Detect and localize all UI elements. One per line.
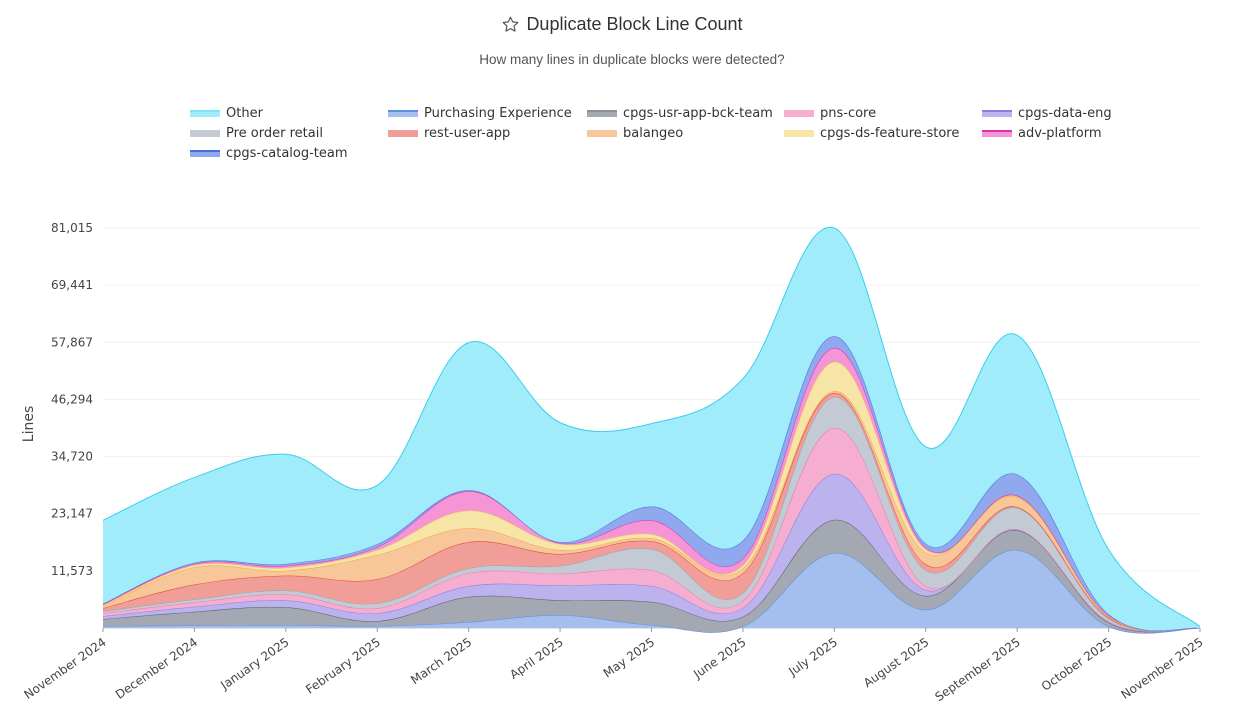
line-other xyxy=(102,226,1201,627)
legend-label: cpgs-catalog-team xyxy=(226,146,348,161)
y-tick-label: 69,441 xyxy=(51,278,93,292)
legend-label: Pre order retail xyxy=(226,126,323,141)
legend-label: balangeo xyxy=(623,126,684,141)
x-tick-label: April 2025 xyxy=(507,635,566,682)
area-cpgs-usr-app-bck-team[interactable] xyxy=(103,519,1200,634)
legend-item-cpgs-ds-feature-store[interactable]: cpgs-ds-feature-store xyxy=(784,126,959,141)
legend-item-adv-platform[interactable]: adv-platform xyxy=(982,126,1102,141)
legend-swatch xyxy=(587,110,617,117)
x-tick-label: December 2024 xyxy=(113,635,200,702)
legend-swatch xyxy=(190,110,220,117)
y-tick-label: 46,294 xyxy=(51,392,93,406)
legend-item-other[interactable]: Other xyxy=(190,106,263,121)
legend-item-cpgs-catalog-team[interactable]: cpgs-catalog-team xyxy=(190,146,348,161)
x-tick-label: September 2025 xyxy=(932,635,1023,704)
legend-swatch xyxy=(190,130,220,137)
legend-label: rest-user-app xyxy=(424,126,511,141)
legend-item-pns-core[interactable]: pns-core xyxy=(784,106,876,121)
area-balangeo[interactable] xyxy=(103,390,1200,631)
x-tick-label: July 2025 xyxy=(785,635,840,679)
y-axis-title: Lines xyxy=(21,406,37,442)
x-tick-label: October 2025 xyxy=(1039,635,1115,694)
star-icon[interactable] xyxy=(501,15,520,34)
x-tick-label: November 2025 xyxy=(1118,635,1205,702)
y-tick-label: 11,573 xyxy=(51,564,93,578)
y-axis-ticks: 11,573 23,147 34,720 46,294 57,867 69,441 81,0… xyxy=(51,221,93,578)
y-tick-label: 34,720 xyxy=(51,450,93,464)
legend-swatch xyxy=(388,130,418,137)
legend-label: cpgs-data-eng xyxy=(1018,106,1112,121)
y-tick-label: 81,015 xyxy=(51,221,93,235)
x-tick-label: January 2025 xyxy=(217,635,291,693)
legend-label: cpgs-ds-feature-store xyxy=(820,126,960,141)
area-series xyxy=(102,226,1201,634)
x-tick-label: March 2025 xyxy=(408,635,474,687)
legend-swatch xyxy=(587,130,617,137)
x-tick-label: February 2025 xyxy=(303,635,383,697)
x-tick-label: November 2024 xyxy=(21,635,108,702)
area-purchasing-experience[interactable] xyxy=(103,549,1200,634)
area-pre-order-retail[interactable] xyxy=(103,396,1200,632)
legend-swatch xyxy=(982,110,1012,117)
area-cpgs-data-eng[interactable] xyxy=(103,473,1200,632)
legend-label: Other xyxy=(226,106,263,121)
legend-item-pre-order-retail[interactable]: Pre order retail xyxy=(190,126,323,141)
chart-title: Duplicate Block Line Count xyxy=(501,14,743,35)
legend-item-cpgs-data-eng[interactable]: cpgs-data-eng xyxy=(982,106,1112,121)
legend-item-balangeo[interactable]: balangeo xyxy=(587,126,683,141)
legend-swatch xyxy=(784,130,814,137)
legend-swatch xyxy=(388,110,418,117)
y-tick-label: 23,147 xyxy=(51,507,93,521)
chart-subtitle: How many lines in duplicate blocks were … xyxy=(479,52,785,67)
chart-title-wrap: Duplicate Block Line Count xyxy=(0,14,1234,38)
chart-title-text: Duplicate Block Line Count xyxy=(526,14,743,34)
y-tick-label: 57,867 xyxy=(51,335,93,349)
legend-item-cpgs-usr-app-bck-team[interactable]: cpgs-usr-app-bck-team xyxy=(587,106,773,121)
x-axis-ticks: November 2024 December 2024 January 2025 Fe… xyxy=(21,628,1206,704)
legend-swatch xyxy=(982,130,1012,137)
area-other[interactable] xyxy=(103,227,1200,631)
legend-swatch xyxy=(190,150,220,157)
legend-swatch xyxy=(784,110,814,117)
x-tick-label: August 2025 xyxy=(861,635,932,690)
x-tick-label: May 2025 xyxy=(601,635,658,680)
legend-item-purchasing-experience[interactable]: Purchasing Experience xyxy=(388,106,572,121)
legend-item-rest-user-app[interactable]: rest-user-app xyxy=(388,126,510,141)
legend-label: adv-platform xyxy=(1018,126,1102,141)
legend-label: Purchasing Experience xyxy=(424,106,572,121)
legend-label: cpgs-usr-app-bck-team xyxy=(623,106,773,121)
x-tick-label: June 2025 xyxy=(690,635,748,682)
legend-label: pns-core xyxy=(820,106,877,121)
